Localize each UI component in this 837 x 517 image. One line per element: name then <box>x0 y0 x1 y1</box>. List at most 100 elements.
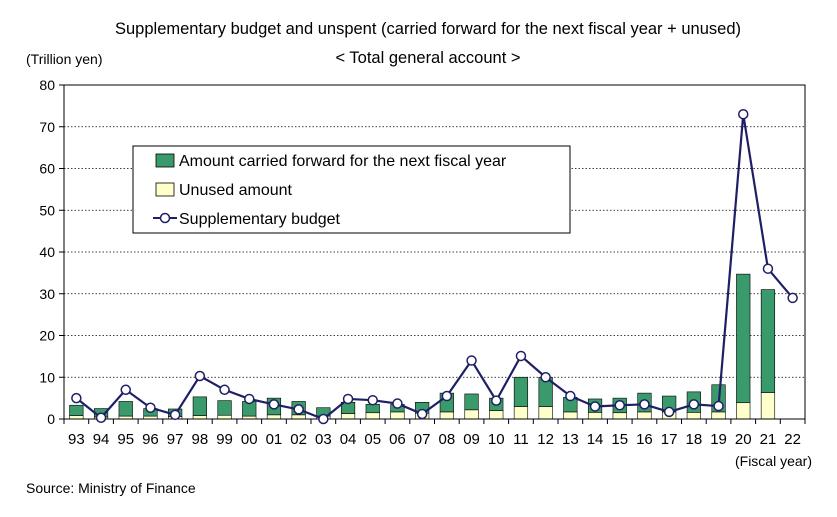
legend-swatch-unused <box>155 182 175 197</box>
x-tick-label-16: 16 <box>636 431 653 448</box>
x-tick-label-20: 20 <box>735 431 752 448</box>
bar-unused-99 <box>217 414 232 420</box>
bar-unused-02 <box>291 414 306 420</box>
x-tick-label-10: 10 <box>488 431 505 448</box>
supplementary-point-07 <box>416 408 428 420</box>
bar-unused-10 <box>489 410 504 420</box>
y-tick-label: 50 <box>39 202 55 218</box>
bar-unused-19 <box>711 411 726 420</box>
supplementary-point-17 <box>663 406 675 418</box>
y-tick-label: 10 <box>39 369 55 385</box>
bar-carried-forward-05 <box>365 404 380 414</box>
bar-unused-06 <box>390 411 405 420</box>
x-tick-label-96: 96 <box>142 431 159 448</box>
x-tick-label-03: 03 <box>315 431 332 448</box>
supplementary-budget-line <box>71 108 798 425</box>
supplementary-point-06 <box>392 398 403 409</box>
legend-swatch-carried-forward <box>155 153 175 168</box>
supplementary-point-21 <box>762 263 774 274</box>
bar-unused-05 <box>365 412 380 420</box>
x-tick-label-97: 97 <box>167 431 184 448</box>
bar-carried-forward-21 <box>760 289 776 393</box>
x-tick-label-99: 99 <box>216 431 233 448</box>
x-tick-label-19: 19 <box>710 431 727 448</box>
supplementary-point-10 <box>491 395 502 406</box>
x-tick-label-08: 08 <box>439 431 456 448</box>
legend-label-unused: Unused amount <box>179 182 293 199</box>
bars <box>69 273 776 420</box>
supplementary-point-94 <box>95 412 107 423</box>
bar-unused-93 <box>69 415 84 420</box>
legend-label-carried-forward: Amount carried forward for the next fisc… <box>179 153 507 170</box>
supplementary-point-01 <box>268 399 280 410</box>
supplementary-point-22 <box>787 292 798 304</box>
bar-unused-13 <box>563 411 578 420</box>
x-tick-label-15: 15 <box>611 431 628 448</box>
supplementary-point-95 <box>120 384 131 396</box>
supplementary-point-00 <box>244 393 255 405</box>
supplementary-point-16 <box>639 399 650 410</box>
x-tick-label-01: 01 <box>266 431 283 448</box>
bar-unused-01 <box>266 414 282 420</box>
x-tick-label-95: 95 <box>117 431 134 448</box>
bar-carried-forward-95 <box>118 401 133 417</box>
plot-area-border <box>63 84 806 420</box>
supplementary-point-98 <box>194 370 206 382</box>
bar-unused-98 <box>192 415 207 420</box>
supplementary-point-13 <box>565 390 576 402</box>
supplementary-point-09 <box>466 355 477 366</box>
x-tick-label-02: 02 <box>290 431 307 448</box>
supplementary-point-19 <box>713 400 724 412</box>
supplementary-point-04 <box>342 393 354 405</box>
x-tick-label-94: 94 <box>93 431 110 448</box>
legend-marker-sample <box>159 212 171 224</box>
legend-label-supplementary: Supplementary budget <box>179 211 341 228</box>
supplementary-point-12 <box>540 372 551 383</box>
bar-carried-forward-09 <box>464 393 479 411</box>
x-tick-label-07: 07 <box>414 431 431 448</box>
y-tick-label: 70 <box>39 119 55 135</box>
y-tick-label: 20 <box>39 328 55 344</box>
bar-unused-20 <box>736 402 751 420</box>
supplementary-point-18 <box>688 399 700 410</box>
bar-unused-18 <box>686 412 701 420</box>
x-tick-label-21: 21 <box>760 431 777 448</box>
y-tick-label: 30 <box>39 286 55 302</box>
supplementary-point-14 <box>589 401 601 412</box>
x-tick-label-22: 22 <box>784 431 801 448</box>
x-tick-label-93: 93 <box>68 431 85 448</box>
x-tick-label-12: 12 <box>537 431 554 448</box>
bar-unused-15 <box>612 412 627 420</box>
x-tick-label-17: 17 <box>661 431 678 448</box>
x-tick-label-00: 00 <box>241 431 258 448</box>
bar-unused-04 <box>340 413 356 420</box>
supplementary-point-05 <box>367 394 378 406</box>
x-tick-label-11: 11 <box>513 431 529 448</box>
bar-unused-14 <box>587 412 603 420</box>
x-tick-label-05: 05 <box>364 431 381 448</box>
y-axis-ticks: 0 10 20 30 40 50 60 70 80 <box>39 77 64 427</box>
x-axis-label: (Fiscal year) <box>735 453 812 469</box>
x-tick-label-09: 09 <box>463 431 480 448</box>
supplementary-point-96 <box>145 402 156 413</box>
y-axis-label: (Trillion yen) <box>26 51 103 67</box>
supplementary-point-99 <box>219 384 230 396</box>
supplementary-point-93 <box>71 392 82 404</box>
x-tick-label-04: 04 <box>340 431 357 448</box>
bar-unused-08 <box>439 411 454 420</box>
x-tick-label-06: 06 <box>389 431 406 448</box>
bar-carried-forward-11 <box>513 376 529 407</box>
supplementary-point-03 <box>318 413 329 425</box>
supplementary-point-08 <box>441 390 453 402</box>
supplementary-point-02 <box>293 404 304 415</box>
x-tick-label-18: 18 <box>686 431 703 448</box>
bar-carried-forward-20 <box>736 273 751 404</box>
supplementary-point-15 <box>614 399 625 411</box>
x-axis-ticks: 93 94 95 96 97 98 99 00 01 02 03 04 05 06 07 08 09 10 11 12… <box>63 419 806 448</box>
legend-box <box>132 145 571 234</box>
supplementary-point-20 <box>738 108 749 120</box>
legend: Amount carried forward for the next fisc… <box>132 145 571 234</box>
supplementary-point-97 <box>169 409 181 421</box>
x-tick-label-14: 14 <box>587 431 604 448</box>
